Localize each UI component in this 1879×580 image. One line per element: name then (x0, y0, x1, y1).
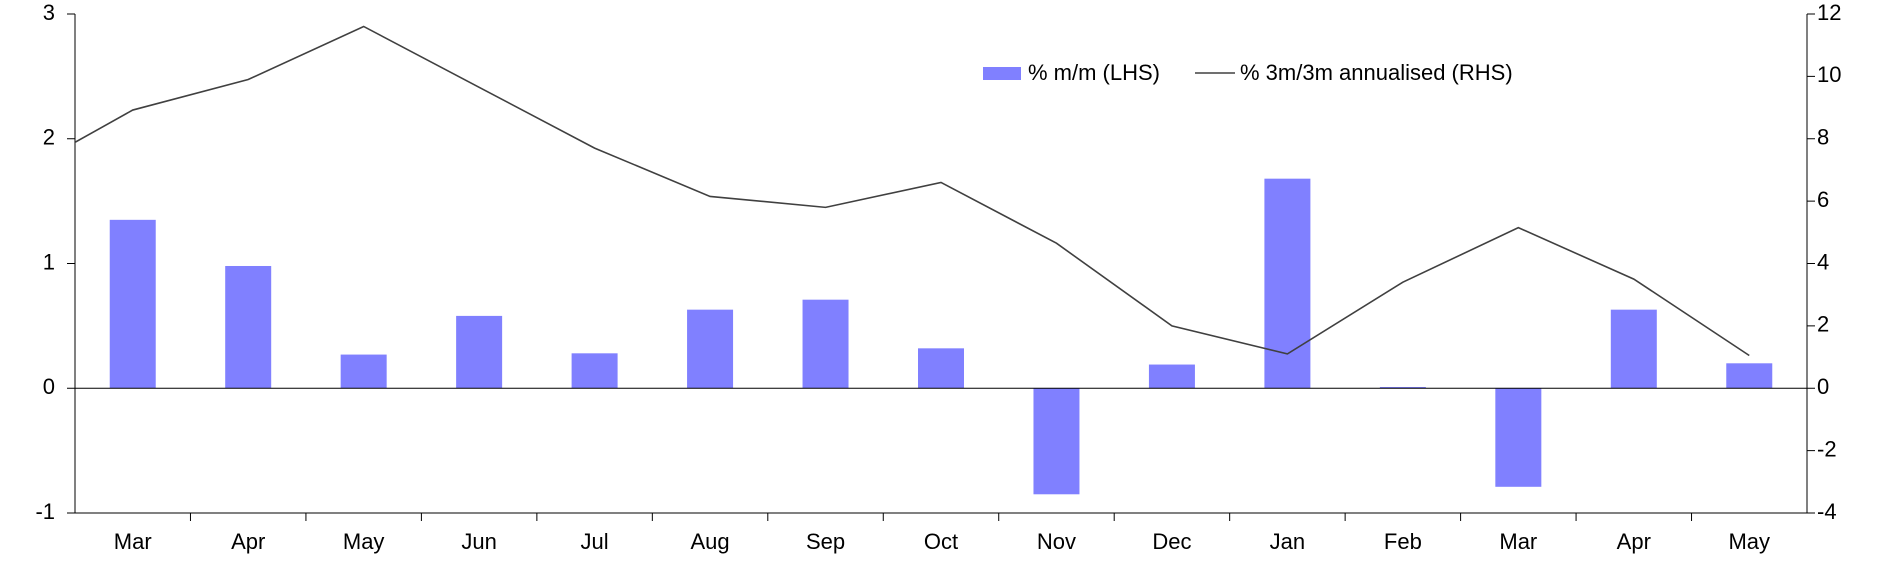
x-tick-label: Apr (231, 529, 265, 554)
x-tick-label: Nov (1037, 529, 1076, 554)
bar (109, 219, 156, 389)
x-tick-label: Jun (461, 529, 496, 554)
x-tick-label: Aug (690, 529, 729, 554)
x-tick-label: Jul (581, 529, 609, 554)
y2-tick-label: 8 (1817, 125, 1829, 150)
y-tick-label: 1 (43, 249, 55, 274)
y2-tick-label: -2 (1817, 436, 1837, 461)
bar (571, 353, 618, 389)
y2-tick-label: 12 (1817, 0, 1841, 25)
x-tick-label: Jan (1270, 529, 1305, 554)
bar (340, 354, 387, 389)
x-tick-label: May (343, 529, 385, 554)
x-tick-label: Oct (924, 529, 958, 554)
x-tick-label: Mar (114, 529, 152, 554)
x-tick-label: Dec (1152, 529, 1191, 554)
bar (1610, 309, 1657, 389)
bar (1033, 388, 1080, 495)
legend-label: % 3m/3m annualised (RHS) (1240, 60, 1513, 85)
bar (1495, 388, 1542, 487)
plot-area (75, 25, 1773, 495)
bar (1148, 364, 1195, 389)
bar (225, 265, 272, 389)
x-tick-label: May (1728, 529, 1770, 554)
x-tick-label: Apr (1617, 529, 1651, 554)
y2-tick-label: 10 (1817, 62, 1841, 87)
bar (1264, 178, 1311, 389)
legend-swatch (983, 67, 1021, 80)
y2-tick-label: 4 (1817, 249, 1829, 274)
bar (918, 348, 964, 389)
x-tick-label: Sep (806, 529, 845, 554)
y-tick-label: 2 (43, 125, 55, 150)
y2-tick-label: -4 (1817, 499, 1837, 524)
x-tick-label: Mar (1499, 529, 1537, 554)
bar (456, 315, 503, 389)
legend-label: % m/m (LHS) (1028, 60, 1160, 85)
line (75, 25, 1750, 357)
bar (802, 299, 849, 389)
y-tick-label: -1 (35, 499, 55, 524)
y2-tick-label: 0 (1817, 374, 1829, 399)
x-tick-label: Feb (1384, 529, 1422, 554)
y2-tick-label: 2 (1817, 312, 1829, 337)
bar (687, 309, 734, 389)
bar (1379, 387, 1426, 389)
bar (1726, 363, 1773, 389)
y-tick-label: 3 (43, 0, 55, 25)
y-tick-label: 0 (43, 374, 55, 399)
y2-tick-label: 6 (1817, 187, 1829, 212)
